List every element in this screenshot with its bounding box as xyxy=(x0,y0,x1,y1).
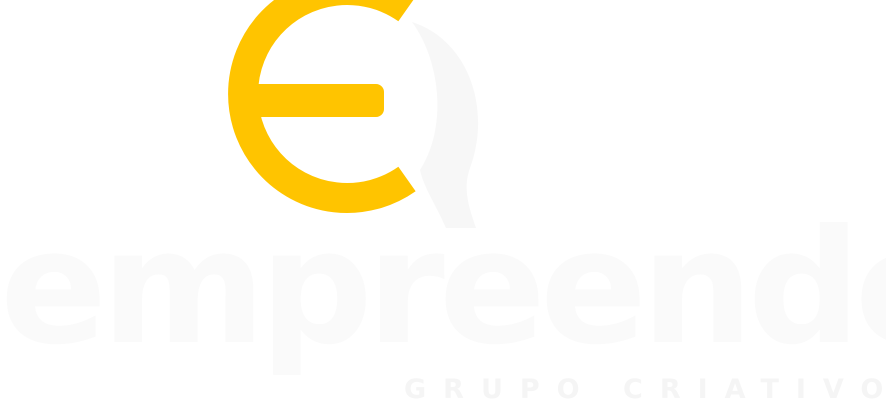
euro-arc xyxy=(228,0,416,213)
brand-tagline: GRUPO CRIATIVO xyxy=(404,374,886,402)
brand-wordmark: empreender xyxy=(0,196,886,380)
euro-bar xyxy=(244,84,384,117)
logo-mark-gray-shape xyxy=(412,22,479,228)
euro-e-icon xyxy=(228,0,416,213)
